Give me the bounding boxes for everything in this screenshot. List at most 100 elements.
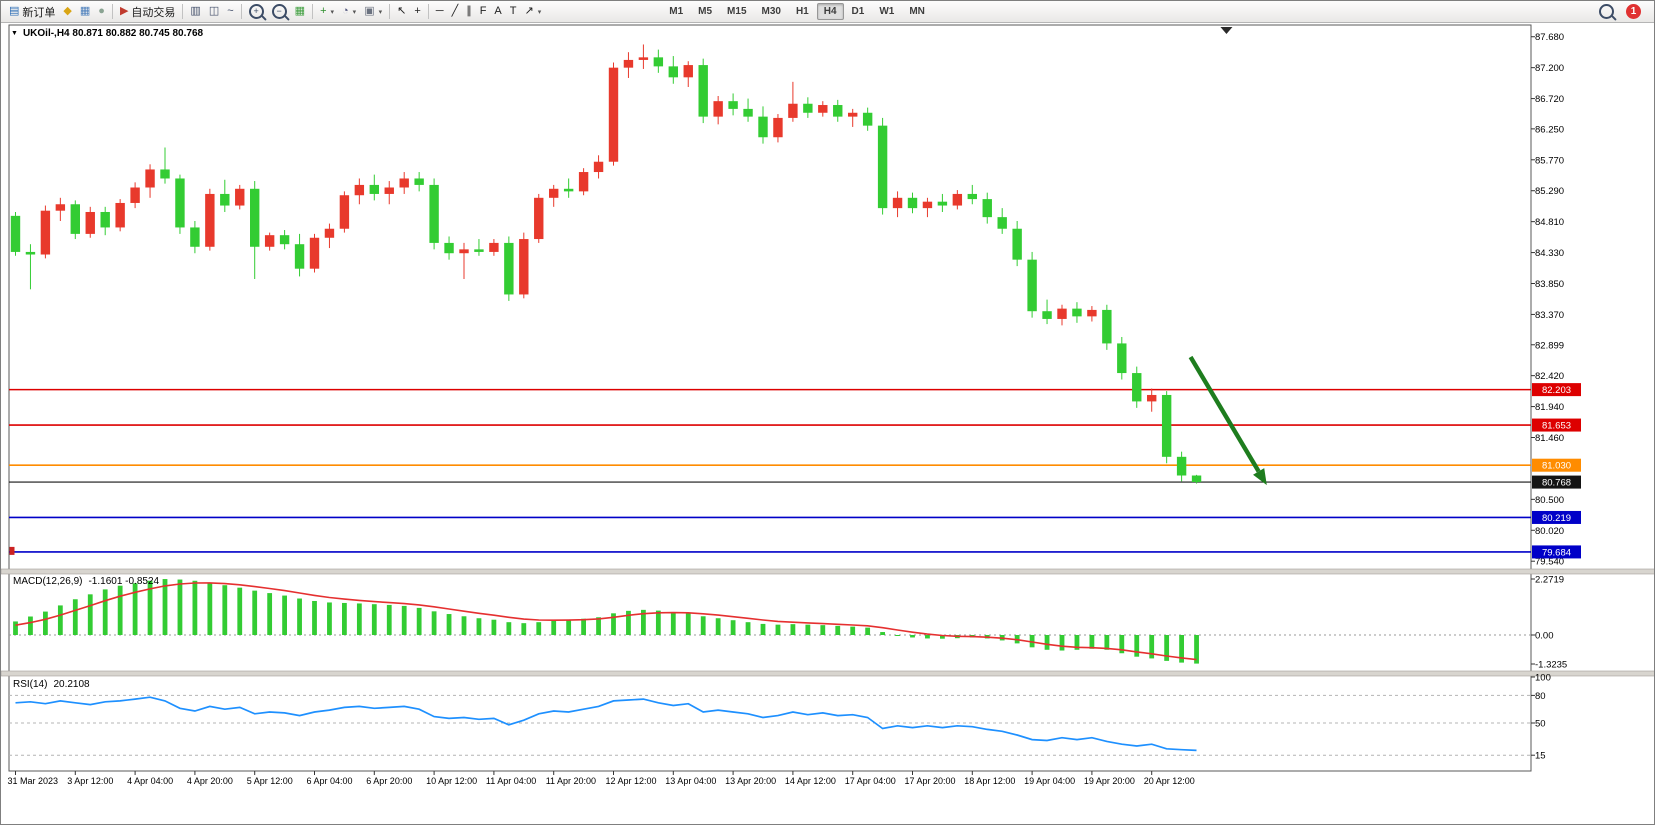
trendline-button[interactable]: ╱: [449, 3, 462, 21]
crosshair-icon: +: [414, 5, 421, 17]
ohlc-bars-icon: ▥: [190, 5, 201, 17]
text-button[interactable]: A: [491, 3, 504, 21]
svg-text:80.020: 80.020: [1535, 526, 1564, 537]
toolbar-separator: [312, 4, 314, 19]
text-label-icon: T: [509, 5, 517, 17]
new-chart-button[interactable]: ◆: [60, 3, 74, 21]
timeframe-button-m30[interactable]: M30: [761, 6, 781, 17]
timeframe-button-d1[interactable]: D1: [851, 6, 865, 17]
channel-button[interactable]: ∥: [463, 3, 475, 21]
svg-text:87.680: 87.680: [1535, 32, 1564, 43]
candlestick-chart-button[interactable]: ◫: [206, 3, 222, 21]
dropdown-arrow-icon[interactable]: ▾: [330, 8, 335, 16]
order-marker: [9, 546, 15, 555]
search-icon[interactable]: [1599, 4, 1614, 19]
toolbar-left-groups: ▤ 新订单 ◆ ▦ ● ▶ 自动交易 ▥ ◫ ~ + − ▦ + ▾ ◔ ▾ ▣ ▾ ↖ + ─ ╱ ∥ F A T ↗ ▾: [6, 3, 544, 21]
svg-text:17 Apr 04:00: 17 Apr 04:00: [845, 776, 896, 786]
dropdown-arrow-icon[interactable]: ▾: [378, 8, 383, 16]
timeframe-button-w1[interactable]: W1: [879, 6, 895, 17]
indicators-button[interactable]: + ▾: [317, 3, 337, 21]
svg-text:81.460: 81.460: [1535, 433, 1564, 444]
new-order-icon: ▤: [9, 5, 20, 17]
timeframe-button-m5[interactable]: M5: [698, 6, 713, 17]
line-chart-button[interactable]: ~: [224, 3, 236, 21]
svg-text:17 Apr 20:00: 17 Apr 20:00: [905, 776, 956, 786]
toolbar-separator: [111, 4, 113, 19]
svg-text:80.768: 80.768: [1542, 478, 1571, 489]
svg-text:13 Apr 20:00: 13 Apr 20:00: [725, 776, 776, 786]
chart-windows-button[interactable]: ▦: [77, 3, 93, 21]
toolbar-separator: [182, 4, 184, 19]
svg-text:20 Apr 12:00: 20 Apr 12:00: [1144, 776, 1195, 786]
trendline-icon: ╱: [451, 5, 459, 17]
chart-frame: [8, 24, 1532, 772]
svg-text:4 Apr 04:00: 4 Apr 04:00: [127, 776, 173, 786]
zoom-in-icon: +: [248, 4, 264, 19]
new-order-button[interactable]: ▤ 新订单: [6, 3, 58, 21]
svg-text:86.250: 86.250: [1535, 124, 1564, 135]
macd-signal-line: [15, 582, 1197, 661]
autotrading-play-icon: ▶: [119, 5, 129, 17]
chart-shift-marker[interactable]: [1220, 27, 1233, 34]
text-icon: A: [494, 5, 502, 17]
svg-text:82.899: 82.899: [1535, 340, 1564, 351]
auto-trading-button[interactable]: ▶ 自动交易: [117, 3, 178, 21]
rsi-levels: [9, 694, 1531, 756]
svg-text:19 Apr 20:00: 19 Apr 20:00: [1084, 776, 1135, 786]
notification-badge[interactable]: 1: [1626, 4, 1641, 19]
panel-separator-rsi[interactable]: [1, 670, 1655, 677]
drawn-horizontal-lines[interactable]: [9, 388, 1531, 553]
bar-chart-button[interactable]: ▥: [187, 3, 203, 21]
svg-text:81.030: 81.030: [1542, 461, 1571, 472]
panel-separator-macd[interactable]: [1, 568, 1655, 575]
tile-windows-button[interactable]: ▦: [292, 3, 308, 21]
svg-text:4 Apr 20:00: 4 Apr 20:00: [187, 776, 233, 786]
market-watch-button[interactable]: ●: [95, 3, 108, 21]
svg-text:0.00: 0.00: [1535, 631, 1554, 642]
channel-icon: ∥: [466, 5, 472, 17]
price-label-80.219: [1532, 510, 1581, 524]
template-button[interactable]: ▣ ▾: [361, 3, 385, 21]
svg-text:18 Apr 12:00: 18 Apr 12:00: [964, 776, 1015, 786]
zoom-out-button[interactable]: −: [269, 3, 290, 21]
cursor-button[interactable]: ↖: [394, 3, 409, 21]
svg-text:80: 80: [1535, 691, 1546, 702]
arrow-object-icon: ↗: [524, 5, 534, 17]
chart-canvas[interactable]: 87.680 87.200 86.720 86.250 85.770 85.290 84.8…: [1, 23, 1655, 825]
svg-text:81.653: 81.653: [1542, 421, 1571, 432]
dropdown-arrow-icon[interactable]: ▾: [352, 8, 357, 16]
svg-text:11 Apr 04:00: 11 Apr 04:00: [486, 776, 536, 786]
svg-text:11 Apr 20:00: 11 Apr 20:00: [546, 776, 596, 786]
svg-text:10 Apr 12:00: 10 Apr 12:00: [426, 776, 477, 786]
arrows-button[interactable]: ↗ ▾: [522, 3, 545, 21]
svg-text:86.720: 86.720: [1535, 94, 1564, 105]
chevron-down-icon[interactable]: ▼: [11, 30, 18, 37]
trend-arrow[interactable]: [1188, 355, 1267, 486]
timeframe-button-h1[interactable]: H1: [795, 6, 809, 17]
tile-windows-icon: ▦: [294, 5, 306, 17]
timeframe-button-m1[interactable]: M1: [669, 6, 684, 17]
svg-text:13 Apr 04:00: 13 Apr 04:00: [665, 776, 716, 786]
horizontal-line-icon: ─: [435, 5, 444, 17]
fibonacci-button[interactable]: F: [477, 3, 490, 21]
price-axis: 87.680 87.200 86.720 86.250 85.770 85.290 84.8…: [1531, 32, 1564, 568]
svg-text:2.2719: 2.2719: [1535, 574, 1564, 585]
horizontal-line-button[interactable]: ─: [433, 3, 447, 21]
dropdown-arrow-icon[interactable]: ▾: [537, 8, 542, 16]
timeframe-button-m15[interactable]: M15: [727, 6, 747, 17]
period-button[interactable]: ◔ ▾: [339, 3, 359, 21]
rsi-line: [15, 696, 1197, 752]
new-order-button-label: 新订单: [22, 6, 56, 19]
add-indicator-icon: +: [320, 5, 327, 17]
zoom-in-button[interactable]: +: [246, 3, 267, 21]
svg-text:-1.3235: -1.3235: [1535, 660, 1567, 671]
crosshair-button[interactable]: +: [411, 3, 423, 21]
timeframe-button-h4[interactable]: H4: [816, 3, 844, 20]
svg-text:84.810: 84.810: [1535, 217, 1564, 228]
timeframe-button-mn[interactable]: MN: [909, 6, 925, 17]
text-label-button[interactable]: T: [507, 3, 520, 21]
time-axis: 31 Mar 2023 3 Apr 12:00 4 Apr 04:00 4 Apr 2…: [8, 771, 1195, 786]
rsi-axis: 100 80 50 15: [1531, 673, 1551, 762]
svg-text:6 Apr 04:00: 6 Apr 04:00: [307, 776, 353, 786]
svg-text:12 Apr 12:00: 12 Apr 12:00: [606, 776, 657, 786]
